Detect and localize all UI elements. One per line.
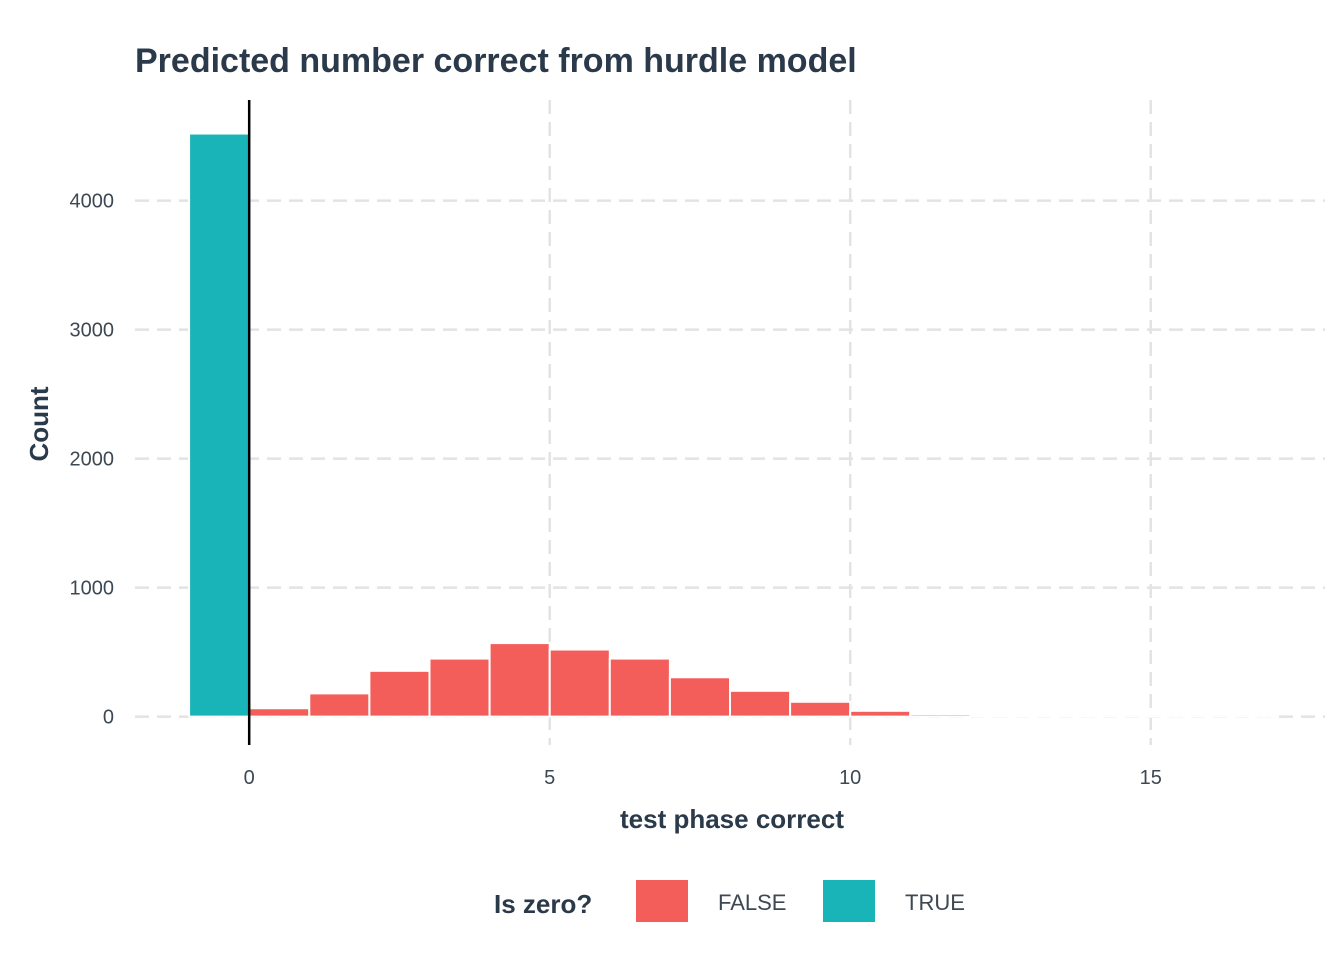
histogram-bar-false [849,709,912,718]
x-tick-label: 15 [1140,767,1162,789]
y-tick-label: 3000 [70,320,115,342]
histogram-bar-false [668,676,731,718]
x-tick-label: 0 [244,767,255,789]
histogram-bar-false [969,714,1032,718]
y-tick-label: 4000 [70,191,115,213]
y-tick-label: 1000 [70,578,115,600]
histogram-bar-false [909,713,972,718]
histogram-bar-false [729,689,792,718]
histogram-bars [188,132,1272,718]
legend-label-false: FALSE [718,890,786,915]
histogram-bar-false [608,657,671,718]
histogram-bar-false [548,648,611,718]
x-axis-title: test phase correct [620,804,844,834]
legend-swatch-false [636,880,688,922]
histogram-bar-true [188,132,251,718]
grid-lines [135,100,1325,745]
y-axis-ticks: 0 1000 2000 3000 4000 [70,191,115,729]
legend-swatch-true [823,880,875,922]
x-tick-label: 10 [839,767,861,789]
histogram-bar-false [248,707,311,718]
chart-title: Predicted number correct from hurdle mod… [135,42,857,80]
legend: Is zero? FALSE TRUE [494,880,965,922]
y-tick-label: 0 [103,707,114,729]
histogram-bar-false [789,700,852,718]
legend-title: Is zero? [494,889,592,919]
y-tick-label: 2000 [70,449,115,471]
histogram-bar-false [308,692,371,718]
histogram-bar-false [368,669,431,718]
histogram-bar-false [488,642,551,718]
legend-label-true: TRUE [905,890,965,915]
histogram-bar-false [428,657,491,718]
x-axis-ticks: 0 5 10 15 [244,767,1162,789]
y-axis-title: Count [24,386,54,461]
x-tick-label: 5 [544,767,555,789]
